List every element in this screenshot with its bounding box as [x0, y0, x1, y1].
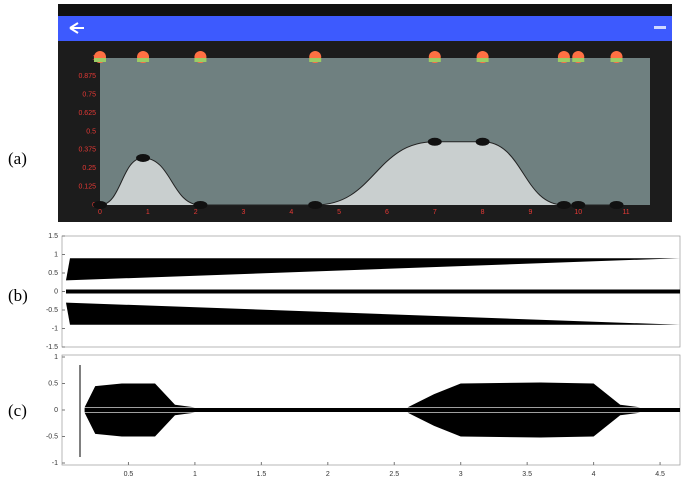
- x-tick-label: 0: [98, 209, 102, 216]
- x-tick-label: 11: [622, 209, 629, 216]
- time-handle-base: [137, 58, 149, 62]
- y-tick-label: 0: [54, 288, 58, 295]
- x-tick-label: 1.5: [256, 471, 266, 478]
- time-handle-base: [94, 58, 106, 62]
- y-tick-label: -0.5: [46, 307, 58, 314]
- center-band: [85, 408, 680, 412]
- app-bar: [58, 16, 672, 41]
- envelope-handle[interactable]: [193, 201, 207, 209]
- x-tick-label: 2.5: [389, 471, 399, 478]
- y-tick-label: 1: [54, 354, 58, 361]
- panel-label: (c): [8, 401, 27, 420]
- y-tick-label: 0.625: [78, 110, 96, 117]
- time-handle-base: [477, 58, 489, 62]
- time-handle-base: [572, 58, 584, 62]
- envelope-handle[interactable]: [610, 201, 624, 209]
- x-tick-label: 6: [385, 209, 389, 216]
- waveform-upper: [66, 258, 680, 280]
- y-tick-label: 0.5: [86, 128, 96, 135]
- x-tick-label: 5: [337, 209, 341, 216]
- y-tick-label: 1.5: [48, 233, 58, 240]
- x-tick-label: 7: [433, 209, 437, 216]
- waveform-upper: [85, 382, 680, 407]
- x-tick-label: 4: [592, 471, 596, 478]
- figure: (a) (b) (c) 1 0.875 0.75 0.625 0.5 0.375 0.25 0…: [0, 0, 689, 481]
- x-tick-label: 3.5: [522, 471, 532, 478]
- panel-label: (a): [8, 149, 27, 168]
- y-tick-label: 0.75: [82, 92, 96, 99]
- envelope-handle[interactable]: [428, 138, 442, 146]
- y-tick-label: -1: [52, 325, 58, 332]
- envelope-handle[interactable]: [308, 201, 322, 209]
- center-band: [66, 290, 680, 294]
- menu-action[interactable]: [654, 26, 666, 29]
- y-tick-label: 0.25: [82, 165, 96, 172]
- y-tick-label: -1.5: [46, 344, 58, 351]
- y-tick-label: -1: [52, 460, 58, 467]
- time-handle-base: [309, 58, 321, 62]
- time-handle-base: [194, 58, 206, 62]
- x-tick-label: 4: [289, 209, 293, 216]
- x-tick-label: 3: [459, 471, 463, 478]
- envelope-handle[interactable]: [571, 201, 585, 209]
- y-tick-label: 1: [54, 251, 58, 258]
- time-handle-base: [429, 58, 441, 62]
- y-tick-label: 0.875: [78, 73, 96, 80]
- x-tick-label: 1: [146, 209, 150, 216]
- y-tick-label: 0.375: [78, 147, 96, 154]
- time-handle-base: [558, 58, 570, 62]
- x-tick-label: 1: [193, 471, 197, 478]
- x-tick-label: 10: [574, 209, 582, 216]
- y-tick-label: 0.125: [78, 183, 96, 190]
- time-handle-base: [611, 58, 623, 62]
- y-tick-label: 0.5: [48, 270, 58, 277]
- y-tick-label: -0.5: [46, 433, 58, 440]
- y-tick-label: 0: [54, 407, 58, 414]
- x-tick-label: 0.5: [124, 471, 134, 478]
- y-tick-label: 0.5: [48, 380, 58, 387]
- envelope-handle[interactable]: [93, 201, 107, 209]
- x-tick-label: 2: [194, 209, 198, 216]
- x-tick-label: 4.5: [655, 471, 665, 478]
- waveform-lower: [85, 413, 680, 438]
- envelope-handle[interactable]: [136, 154, 150, 162]
- panel-label: (b): [8, 286, 28, 305]
- envelope-handle[interactable]: [557, 201, 571, 209]
- waveform-lower: [66, 303, 680, 325]
- envelope-handle[interactable]: [476, 138, 490, 146]
- x-tick-label: 8: [481, 209, 485, 216]
- x-tick-label: 2: [326, 471, 330, 478]
- x-tick-label: 3: [242, 209, 246, 216]
- x-tick-label: 9: [528, 209, 532, 216]
